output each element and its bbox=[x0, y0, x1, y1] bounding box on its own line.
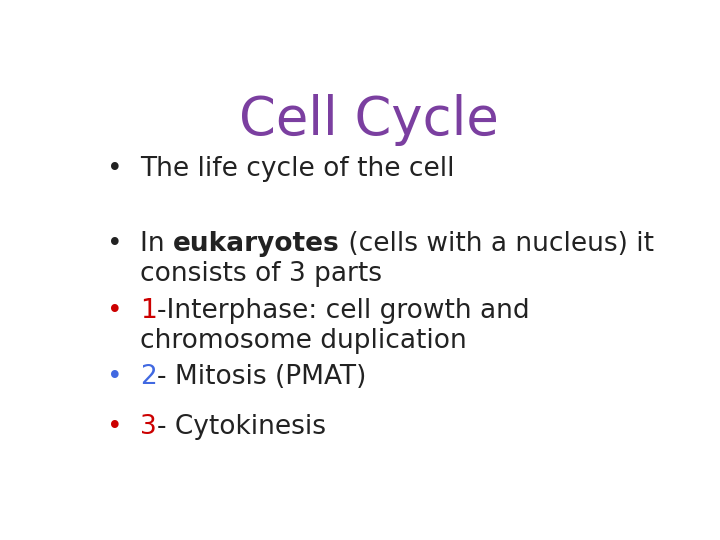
Text: •: • bbox=[107, 231, 122, 257]
Text: Cell Cycle: Cell Cycle bbox=[239, 94, 499, 146]
Text: •: • bbox=[107, 414, 122, 440]
Text: consists of 3 parts: consists of 3 parts bbox=[140, 261, 382, 287]
Text: 2: 2 bbox=[140, 364, 157, 390]
Text: (cells with a nucleus) it: (cells with a nucleus) it bbox=[340, 231, 654, 257]
Text: -Interphase: cell growth and: -Interphase: cell growth and bbox=[157, 298, 530, 323]
Text: •: • bbox=[107, 364, 122, 390]
Text: - Mitosis (PMAT): - Mitosis (PMAT) bbox=[157, 364, 366, 390]
Text: In: In bbox=[140, 231, 174, 257]
Text: 1: 1 bbox=[140, 298, 157, 323]
Text: 3: 3 bbox=[140, 414, 157, 440]
Text: •: • bbox=[107, 156, 122, 183]
Text: •: • bbox=[107, 298, 122, 323]
Text: chromosome duplication: chromosome duplication bbox=[140, 328, 467, 354]
Text: - Cytokinesis: - Cytokinesis bbox=[157, 414, 326, 440]
Text: eukaryotes: eukaryotes bbox=[174, 231, 340, 257]
Text: The life cycle of the cell: The life cycle of the cell bbox=[140, 156, 455, 183]
